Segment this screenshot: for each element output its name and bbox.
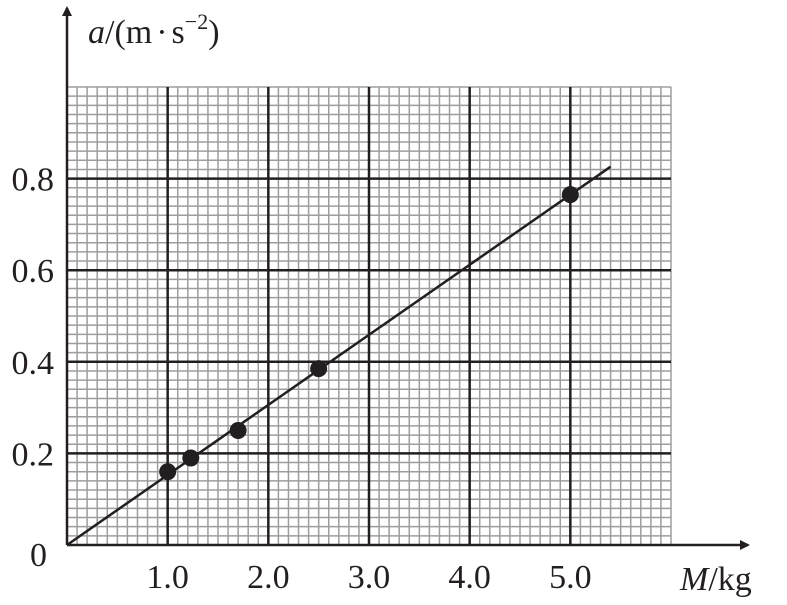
- data-point: [561, 186, 579, 204]
- origin-label: 0: [30, 537, 47, 574]
- y-axis-unit-exp: −2: [185, 9, 208, 34]
- x-tick-label: 1.0: [146, 559, 189, 596]
- axes: [62, 6, 750, 550]
- y-axis-title: a/(m · s−2): [88, 9, 220, 51]
- tick-labels: 1.0 2.0 3.0 4.0 5.0 0.2 0.4 0.6 0.8: [12, 162, 592, 596]
- data-point: [182, 449, 200, 467]
- y-axis-unit-close: ): [208, 14, 219, 51]
- y-tick-label: 0.6: [12, 253, 55, 290]
- x-axis-title: M/kg: [679, 561, 752, 598]
- x-axis-unit: /kg: [708, 561, 751, 598]
- x-axis-var: M: [679, 561, 710, 598]
- x-tick-label: 2.0: [247, 559, 290, 596]
- fit-line: [66, 165, 612, 547]
- data-point: [229, 422, 247, 439]
- y-axis-var: a: [88, 14, 105, 51]
- y-axis-unit-dot: ·: [156, 14, 167, 51]
- data-points: [159, 186, 579, 481]
- x-tick-label: 3.0: [348, 559, 391, 596]
- y-tick-label: 0.4: [12, 345, 55, 382]
- y-tick-label: 0.8: [12, 162, 55, 199]
- y-axis-unit-open: /(m: [105, 14, 152, 51]
- x-tick-label: 5.0: [549, 559, 592, 596]
- x-tick-label: 4.0: [448, 559, 491, 596]
- y-axis-unit-s: s: [172, 14, 185, 51]
- major-grid: [67, 87, 671, 545]
- data-point: [310, 360, 328, 378]
- data-point: [159, 463, 177, 481]
- y-tick-label: 0.2: [12, 436, 55, 473]
